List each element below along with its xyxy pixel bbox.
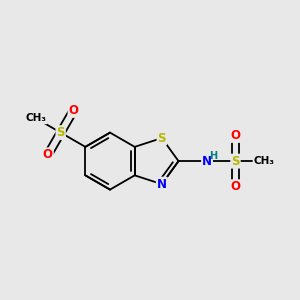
Text: N: N: [202, 154, 212, 168]
Text: S: S: [158, 132, 166, 145]
Text: O: O: [43, 148, 53, 161]
Text: O: O: [68, 104, 79, 117]
Text: CH₃: CH₃: [254, 156, 274, 166]
Text: N: N: [157, 178, 167, 191]
Text: S: S: [231, 154, 240, 168]
Text: O: O: [230, 180, 241, 193]
Text: S: S: [56, 126, 65, 139]
Text: H: H: [210, 151, 218, 161]
Text: O: O: [230, 129, 241, 142]
Text: CH₃: CH₃: [26, 113, 46, 123]
